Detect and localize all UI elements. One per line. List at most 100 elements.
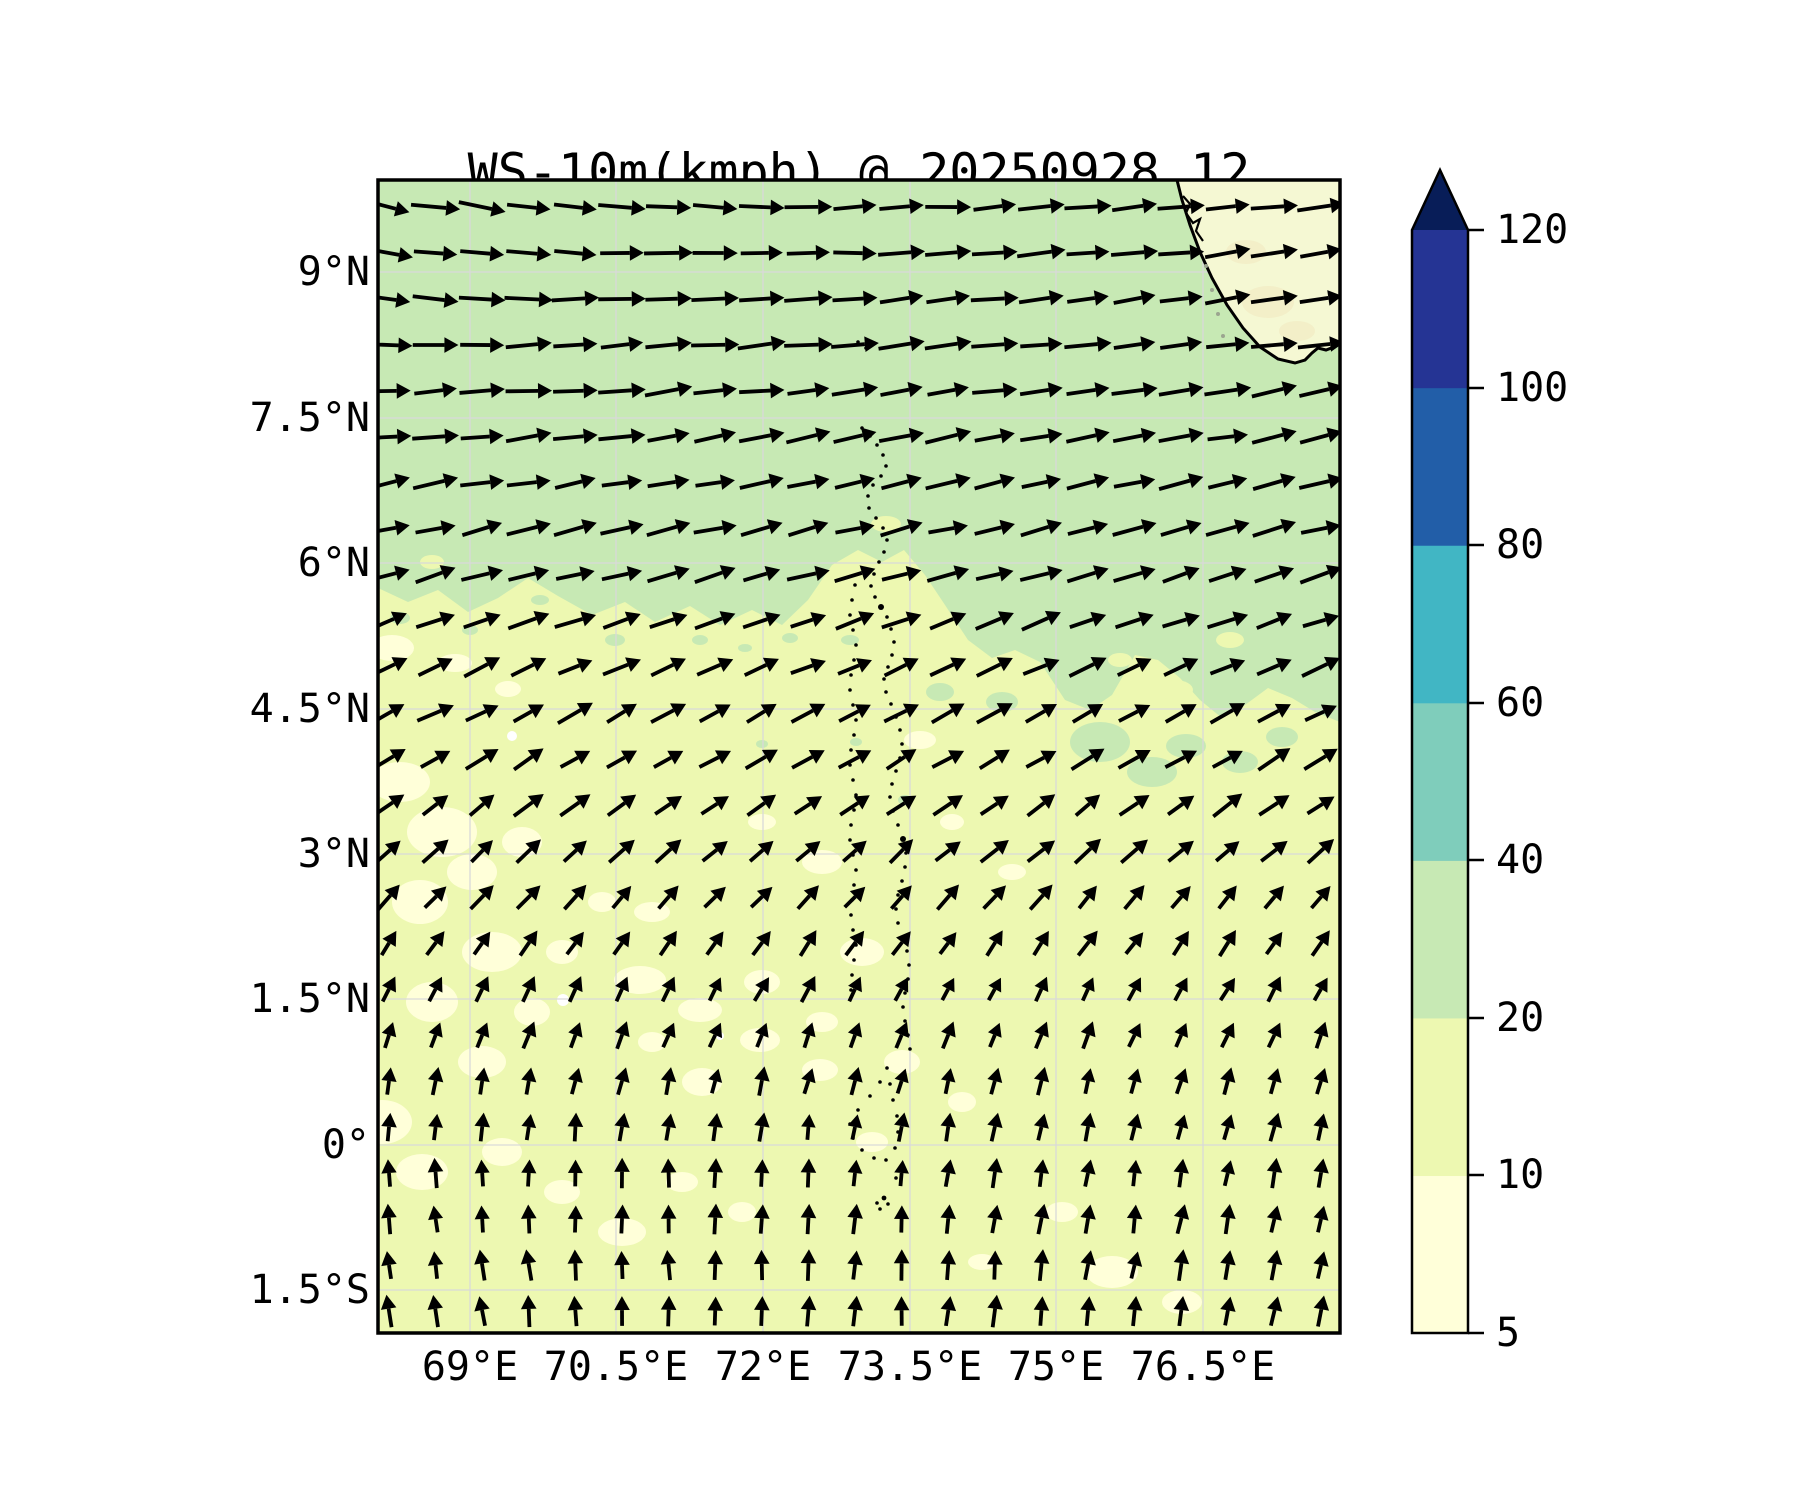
y-tick-label: 1.5°N: [249, 976, 370, 1022]
island-dot: [903, 865, 907, 869]
island-dot: [885, 615, 889, 619]
island-dot: [882, 550, 886, 554]
island-dot: [893, 1146, 897, 1150]
island-dot: [881, 1195, 887, 1201]
y-tick-label: 3°N: [297, 831, 370, 877]
wind-band-5-10: [940, 814, 964, 830]
colorbar-segment: [1412, 545, 1468, 704]
wind-band-5-10: [406, 982, 458, 1022]
island-dot: [852, 808, 856, 812]
wind-band-5-10: [948, 1092, 976, 1112]
island-dot: [851, 778, 855, 782]
island-dot: [872, 572, 876, 576]
wind-band-5-10: [482, 1138, 522, 1166]
wind-band-5-10: [904, 731, 936, 749]
wind-band-5-10: [462, 932, 522, 972]
wind-band-5-10: [378, 635, 414, 661]
colorbar-segment: [1412, 702, 1468, 861]
island-dot: [907, 963, 911, 967]
island-dot: [884, 1158, 888, 1162]
colorbar: [1410, 167, 1484, 1335]
island-dot: [885, 538, 889, 542]
island-dot: [900, 836, 906, 842]
island-dot: [903, 991, 907, 995]
island-dot: [888, 795, 892, 799]
colorbar-segment: [1412, 860, 1468, 1019]
wind-band-5-10: [998, 864, 1026, 880]
wind-band-5-10: [802, 850, 842, 874]
island-dot: [854, 793, 858, 797]
island-dot: [854, 643, 858, 647]
wind-band-5-10: [544, 1180, 580, 1204]
colorbar-segment: [1412, 387, 1468, 546]
colorbar-tick-label: 60: [1496, 680, 1545, 726]
wind-band-5-10: [447, 854, 497, 890]
island-dot: [879, 474, 883, 478]
wind-band-5-10: [495, 681, 521, 697]
island-dot: [848, 613, 852, 617]
island-dot: [849, 673, 853, 677]
island-dot: [884, 690, 888, 694]
island-dot: [849, 823, 853, 827]
island-dot: [884, 464, 888, 468]
wind-band-5-10: [884, 1050, 920, 1074]
island-dot: [896, 921, 900, 925]
wind-band-5-10: [1086, 1256, 1138, 1288]
island-dot: [877, 560, 881, 564]
island-dot: [894, 907, 898, 911]
island-dot: [874, 516, 878, 520]
wind-band-5-10: [806, 1012, 838, 1032]
wind-band-5-10: [588, 892, 616, 912]
island-dot: [852, 883, 856, 887]
island-dot: [894, 1176, 898, 1180]
island-dot: [878, 1207, 882, 1211]
y-tick-label: 4.5°N: [249, 686, 370, 732]
colorbar-tick-label: 40: [1496, 837, 1545, 883]
island-dot: [898, 728, 902, 732]
island-dot: [900, 742, 904, 746]
island-dot: [851, 928, 855, 932]
backwater-lakes: [1182, 195, 1204, 242]
island-dot: [856, 1108, 860, 1112]
island-dot: [908, 1047, 912, 1051]
island-dot: [860, 1148, 864, 1152]
island-dot: [872, 1156, 876, 1160]
wind-band-5-10: [634, 902, 670, 922]
wind-band-5-10: [968, 1254, 996, 1270]
wind-band-5-10: [546, 940, 578, 964]
island-dot: [903, 1019, 907, 1023]
island-dot: [881, 453, 885, 457]
wind-band-20-40: [378, 180, 1340, 722]
island-dot: [905, 949, 909, 953]
colorbar-extend-triangle: [1412, 170, 1468, 230]
island-dot: [871, 483, 875, 487]
wind-band-5-10: [396, 1154, 448, 1190]
island-dot: [854, 868, 858, 872]
y-tick-label: 1.5°S: [249, 1267, 370, 1313]
colorbar-tick-label: 80: [1496, 522, 1545, 568]
wind-band-5-10: [378, 762, 430, 802]
island-dot: [852, 733, 856, 737]
island-dot: [878, 604, 884, 610]
island-dot: [853, 583, 857, 587]
island-dot: [896, 823, 900, 827]
island-dot: [854, 718, 858, 722]
wind-band-5-10: [678, 998, 722, 1022]
island-dot: [888, 1082, 892, 1086]
colorbar-tick-label: 120: [1496, 207, 1569, 253]
wind-band-5-10: [378, 1100, 412, 1144]
x-tick-label: 70.5°E: [543, 1344, 689, 1390]
wind-band-5-10: [840, 938, 884, 966]
island-dot: [869, 584, 873, 588]
colorbar-segment: [1412, 1017, 1468, 1177]
island-dot: [849, 988, 853, 992]
island-dot: [900, 879, 904, 883]
island-dot: [849, 748, 853, 752]
island-dot: [886, 1202, 890, 1206]
island-dot: [890, 653, 894, 657]
colorbar-segment: [1412, 1175, 1468, 1334]
wind-band-5-10: [728, 1202, 756, 1222]
island-dot: [866, 494, 870, 498]
